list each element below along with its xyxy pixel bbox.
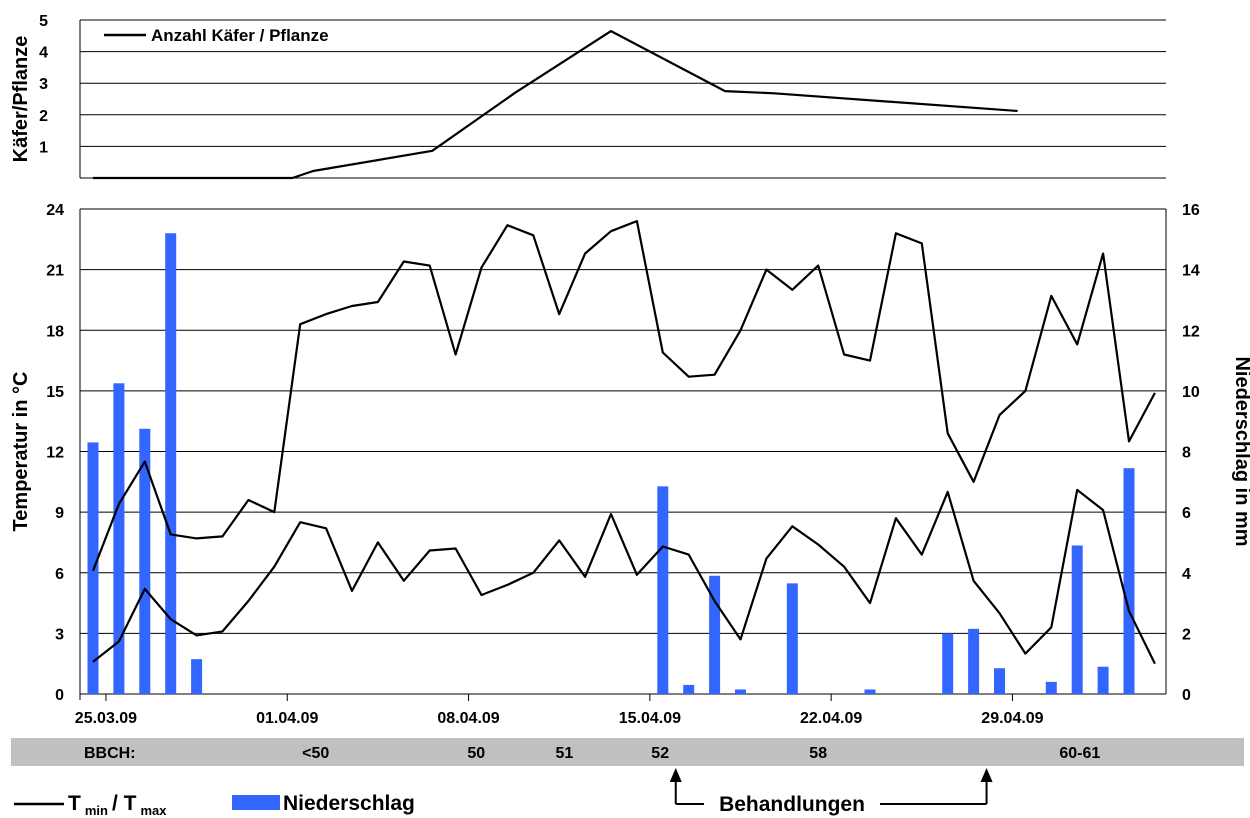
beetle-chart: 1 2 3 4 5 Käfer/Pflanze Anzahl Käfer / Pflanze	[10, 13, 1166, 180]
left-y-axis-title: Temperatur in °C	[10, 372, 32, 532]
right-y-tick-label: 0	[1182, 687, 1191, 704]
right-y-tick-label: 8	[1182, 445, 1191, 462]
x-tick-label: 22.04.09	[800, 710, 862, 727]
treatment-label: Behandlungen	[719, 793, 865, 816]
right-y-tick-label: 12	[1182, 323, 1200, 340]
top-y-tick-label: 3	[39, 76, 48, 93]
top-y-tick-label: 2	[39, 108, 48, 125]
top-y-tick-label: 5	[39, 13, 48, 30]
precip-bar	[864, 689, 876, 694]
treatment-annotation: Behandlungen	[669, 768, 993, 816]
left-y-tick-label: 15	[46, 384, 64, 401]
right-y-tick-label: 10	[1182, 384, 1200, 401]
top-legend-label: Anzahl Käfer / Pflanze	[151, 26, 329, 45]
precip-bar	[1045, 681, 1057, 694]
precip-legend-swatch	[232, 795, 280, 810]
right-y-tick-label: 14	[1182, 263, 1200, 280]
bbch-stage-label: 58	[809, 745, 827, 762]
precip-bar	[1097, 666, 1109, 694]
precip-bar	[709, 575, 721, 694]
x-tick-label: 15.04.09	[619, 710, 681, 727]
precip-bar	[942, 633, 954, 694]
left-y-tick-label: 9	[55, 505, 64, 522]
top-y-tick-label: 4	[39, 45, 48, 62]
right-y-tick-label: 16	[1182, 202, 1200, 219]
bbch-stage-label: 60-61	[1059, 745, 1100, 762]
top-y-axis-title: Käfer/Pflanze	[10, 36, 32, 163]
t-min-line	[92, 488, 1156, 665]
precip-bar	[139, 428, 151, 694]
right-y-tick-label: 4	[1182, 566, 1191, 583]
bbch-stage-label: 52	[651, 745, 669, 762]
t-max-line	[91, 220, 1156, 572]
beetle-series-line	[93, 30, 1018, 180]
left-y-tick-label: 21	[46, 263, 64, 280]
left-y-tick-label: 6	[55, 566, 64, 583]
precip-bar	[165, 233, 177, 694]
x-tick-label: 08.04.09	[437, 710, 499, 727]
precip-bar	[1071, 545, 1083, 694]
treatment-arrow-head	[980, 768, 993, 782]
left-y-tick-label: 0	[55, 687, 64, 704]
precip-legend-label: Niederschlag	[283, 792, 415, 815]
right-y-tick-label: 6	[1182, 505, 1191, 522]
right-y-axis-title: Niederschlag in mm	[1231, 356, 1250, 546]
precip-bar	[191, 659, 203, 694]
precip-bar	[657, 486, 669, 694]
x-tick-label: 29.04.09	[981, 710, 1043, 727]
precip-bar	[786, 583, 798, 694]
left-y-tick-label: 3	[55, 626, 64, 643]
right-y-tick-label: 2	[1182, 626, 1191, 643]
left-y-tick-label: 24	[46, 202, 64, 219]
bbch-strip: BBCH: <50 50 51 52 58 60-61	[11, 738, 1244, 766]
precip-bar	[683, 684, 695, 694]
bbch-stage-label: <50	[302, 745, 329, 762]
precip-bar	[113, 383, 125, 694]
x-tick-label: 25.03.09	[75, 710, 137, 727]
x-tick-label: 01.04.09	[256, 710, 318, 727]
bbch-stage-label: 50	[467, 745, 485, 762]
top-y-tick-label: 1	[39, 139, 48, 156]
precip-bar	[1123, 468, 1135, 694]
treatment-arrow-head	[669, 768, 682, 782]
bbch-label: BBCH:	[84, 745, 136, 762]
bbch-background	[11, 738, 1244, 766]
precip-bar	[735, 689, 746, 694]
left-y-tick-label: 18	[46, 323, 64, 340]
precip-bar	[994, 668, 1005, 694]
precip-bar	[968, 628, 980, 694]
bbch-stage-label: 51	[555, 745, 573, 762]
left-y-tick-label: 12	[46, 445, 64, 462]
